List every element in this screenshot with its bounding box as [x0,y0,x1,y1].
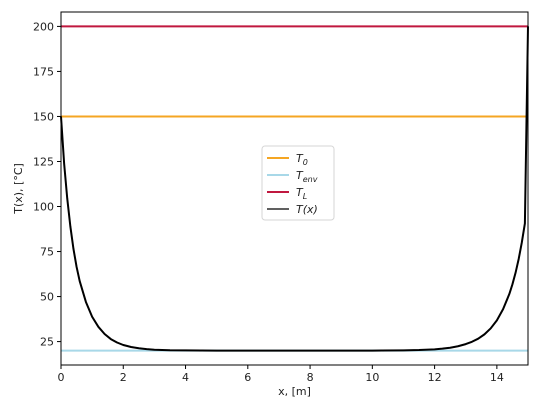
legend-box [261,145,335,221]
legend: T0 Tenv TL T(x) [261,145,335,221]
x-tick-label: 8 [307,371,314,384]
x-tick-label: 10 [365,371,379,384]
legend-label: Tenv [296,169,318,184]
y-tick-label: 100 [33,201,54,214]
x-tick-label: 12 [428,371,442,384]
y-axis: 25 50 75 100 125 150 175 200 [33,20,61,349]
x-axis-label: x, [m] [278,385,311,398]
x-tick-label: 0 [58,371,65,384]
x-tick-label: 4 [182,371,189,384]
x-axis: 0 2 4 6 8 10 12 14 [58,365,504,384]
x-tick-label: 6 [244,371,251,384]
axes-frame [60,11,529,366]
x-tick-label: 14 [490,371,504,384]
y-tick-label: 200 [33,20,54,33]
x-tick-label: 2 [120,371,127,384]
y-tick-label: 150 [33,110,54,123]
legend-label: T0 [296,152,308,167]
y-tick-label: 125 [33,155,54,168]
plot-area [60,11,529,366]
series-line-tx [60,26,529,352]
y-tick-label: 25 [40,336,54,349]
y-axis-label: T(x), [°C] [12,163,25,215]
legend-label: TL [296,186,307,201]
y-tick-label: 75 [40,246,54,259]
legend-label: T(x) [296,203,318,216]
data-series [60,26,529,352]
y-tick-label: 175 [33,65,54,78]
y-tick-label: 50 [40,291,54,304]
